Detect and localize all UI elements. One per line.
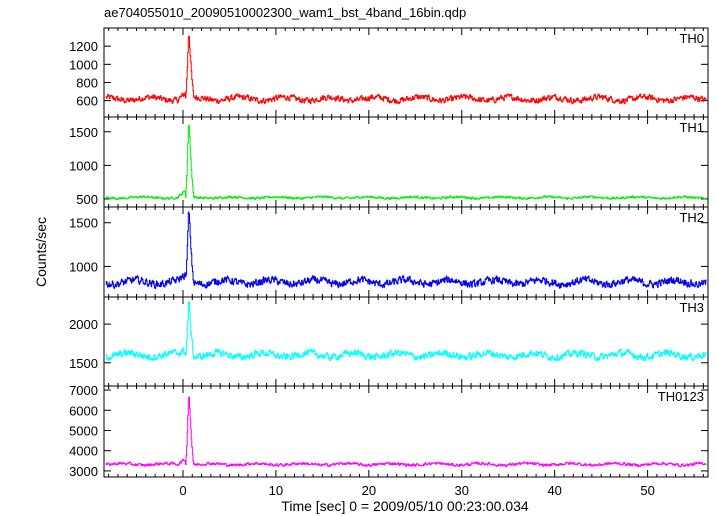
- panel-label: TH1: [679, 120, 704, 135]
- x-tick-label: 20: [362, 483, 376, 498]
- y-tick-label: 6000: [69, 403, 98, 418]
- y-tick-label: 1500: [69, 216, 98, 231]
- y-tick-label: 5000: [69, 423, 98, 438]
- y-axis-ticks: 600 800 1000 1200: [69, 28, 708, 117]
- y-tick-label: 1000: [69, 158, 98, 173]
- series-line: [105, 300, 707, 362]
- panel-th3: 1500 2000 TH3: [69, 296, 709, 387]
- y-tick-label: 600: [76, 94, 98, 109]
- y-axis-label: Counts/sec: [33, 217, 49, 287]
- x-axis-label: Time [sec] 0 = 2009/05/10 00:23:00.034: [281, 498, 529, 514]
- y-tick-label: 800: [76, 75, 98, 90]
- panel-th0: 600 800 1000 1200 TH0: [69, 27, 709, 118]
- x-tick-label: 0: [179, 483, 186, 498]
- panel-label: TH3: [679, 300, 704, 315]
- chart-title: ae704055010_20090510002300_wam1_bst_4ban…: [104, 5, 466, 20]
- series-line: [105, 211, 707, 290]
- x-tick-label: 10: [269, 483, 283, 498]
- y-tick-label: 1000: [69, 57, 98, 72]
- y-tick-label: 1000: [69, 259, 98, 274]
- light-curve-line: [105, 36, 707, 105]
- panel-frame: [103, 116, 709, 208]
- panel-label: TH0123: [658, 389, 704, 404]
- panel-th0123: 3000 4000 5000 6000 7000 TH0123: [69, 383, 709, 479]
- panel-frame: [103, 27, 709, 118]
- y-tick-label: 1500: [69, 125, 98, 140]
- x-tick-label: 40: [547, 483, 561, 498]
- y-tick-label: 7000: [69, 383, 98, 398]
- light-curve-line: [105, 301, 707, 362]
- error-bars: [105, 300, 707, 362]
- x-tick-label: 50: [640, 483, 654, 498]
- error-bars: [105, 125, 707, 200]
- panel-label: TH0: [679, 31, 704, 46]
- x-axis-ticks: 0 10 20 30 40 50: [179, 483, 654, 498]
- series-line: [105, 125, 707, 201]
- y-axis-ticks: 1500 2000: [69, 297, 708, 386]
- y-tick-label: 500: [76, 192, 98, 207]
- y-tick-label: 1200: [69, 39, 98, 54]
- light-curve-line: [105, 125, 707, 201]
- y-axis-ticks: 500 1000 1500: [69, 117, 708, 207]
- y-tick-label: 2000: [69, 317, 98, 332]
- light-curve-line: [105, 396, 707, 468]
- panel-frame: [103, 296, 709, 387]
- panel-label: TH2: [679, 210, 704, 225]
- y-tick-label: 3000: [69, 464, 98, 479]
- series-line: [105, 35, 707, 105]
- error-bars: [105, 35, 707, 105]
- panel-th2: 1000 1500 TH2: [69, 206, 709, 298]
- y-tick-label: 4000: [69, 444, 98, 459]
- panel-th1: 500 1000 1500 TH1: [69, 116, 709, 208]
- y-tick-label: 1500: [69, 356, 98, 371]
- y-axis-ticks: 3000 4000 5000 6000 7000: [69, 383, 708, 479]
- series-line: [105, 396, 707, 468]
- error-bars: [105, 396, 707, 468]
- x-tick-label: 30: [455, 483, 469, 498]
- error-bars: [105, 211, 707, 290]
- light-curve-line: [105, 211, 707, 289]
